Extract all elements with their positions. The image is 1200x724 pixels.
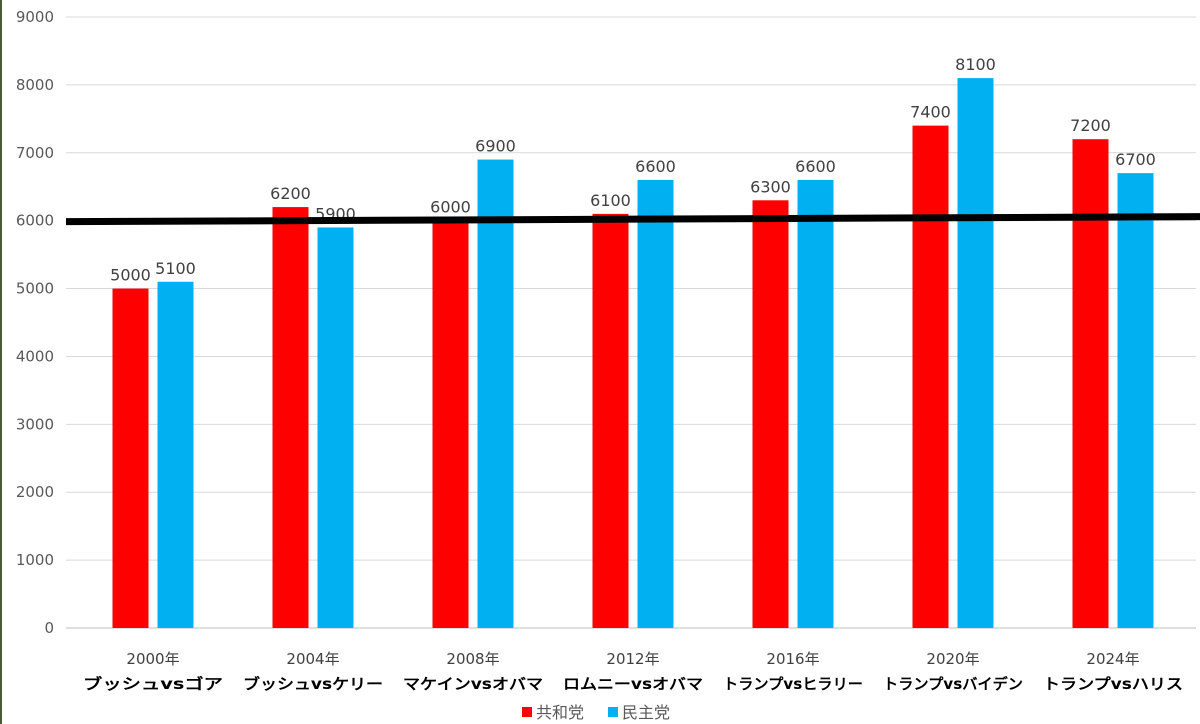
- bar-republican-0: [112, 288, 149, 628]
- data-label: 6600: [795, 157, 836, 176]
- x-tick-year: 2012年: [606, 650, 659, 668]
- data-label: 6700: [1115, 150, 1156, 169]
- x-tick-matchup: ブッシュvsゴア: [83, 675, 223, 693]
- data-label: 6200: [270, 184, 311, 203]
- x-tick-matchup: マケインvsオバマ: [403, 675, 543, 693]
- legend-swatch: [608, 707, 618, 717]
- bar-republican-2: [432, 220, 469, 628]
- bar-democrat-6: [1117, 173, 1154, 628]
- legend-label: 共和党: [536, 703, 584, 722]
- bar-democrat-0: [157, 281, 194, 628]
- bar-republican-5: [912, 125, 949, 628]
- bar-republican-1: [272, 207, 309, 629]
- x-tick-year: 2020年: [926, 650, 979, 668]
- bar-republican-6: [1072, 139, 1109, 628]
- x-tick-matchup: トランプvsバイデン: [883, 675, 1023, 693]
- legend-label: 民主党: [622, 703, 670, 722]
- y-tick-label: 8000: [16, 76, 54, 94]
- y-tick-label: 3000: [16, 415, 54, 433]
- x-tick-matchup: トランプvsヒラリー: [723, 675, 863, 693]
- reference-line: [65, 213, 1200, 226]
- y-tick-label: 2000: [16, 483, 54, 501]
- bars: [112, 78, 1154, 629]
- data-label: 7200: [1070, 116, 1111, 135]
- y-axis: 0 1000 2000 3000 4000 5000 6000 7000 8000 9000: [16, 8, 54, 637]
- y-tick-label: 6000: [16, 212, 54, 230]
- x-tick-year: 2000年: [126, 650, 179, 668]
- bar-republican-4: [752, 200, 789, 629]
- bar-democrat-4: [797, 179, 834, 628]
- bar-democrat-2: [477, 159, 514, 629]
- bar-democrat-1: [317, 227, 354, 628]
- y-tick-label: 5000: [16, 280, 54, 298]
- reference-line-group: [65, 213, 1200, 226]
- legend-swatch: [522, 707, 532, 717]
- x-tick-matchup: ロムニーvsオバマ: [563, 675, 703, 693]
- x-tick-year: 2004年: [286, 650, 339, 668]
- y-tick-label: 9000: [16, 8, 54, 26]
- data-label: 8100: [955, 55, 996, 74]
- y-tick-label: 4000: [16, 347, 54, 365]
- x-tick-matchup: ブッシュvsケリー: [243, 675, 383, 693]
- x-tick-year: 2024年: [1086, 650, 1139, 668]
- y-tick-label: 1000: [16, 551, 54, 569]
- x-tick-year: 2016年: [766, 650, 819, 668]
- legend: 共和党 民主党: [522, 703, 670, 722]
- data-label: 6900: [475, 137, 516, 156]
- data-label: 5000: [110, 266, 151, 285]
- bar-republican-3: [592, 213, 629, 628]
- gridlines: [66, 16, 1196, 629]
- data-label: 6000: [430, 198, 471, 217]
- data-label: 6300: [750, 177, 791, 196]
- data-label: 6100: [590, 191, 631, 210]
- x-tick-matchup: トランプvsハリス: [1043, 675, 1183, 693]
- y-tick-label: 0: [44, 619, 54, 637]
- bar-democrat-5: [957, 78, 994, 629]
- left-frame-edge: [0, 0, 2, 724]
- x-tick-year: 2008年: [446, 650, 499, 668]
- data-label: 5100: [155, 259, 196, 278]
- data-label: 6600: [635, 157, 676, 176]
- bar-democrat-3: [637, 179, 674, 628]
- y-tick-label: 7000: [16, 144, 54, 162]
- data-label: 7400: [910, 103, 951, 122]
